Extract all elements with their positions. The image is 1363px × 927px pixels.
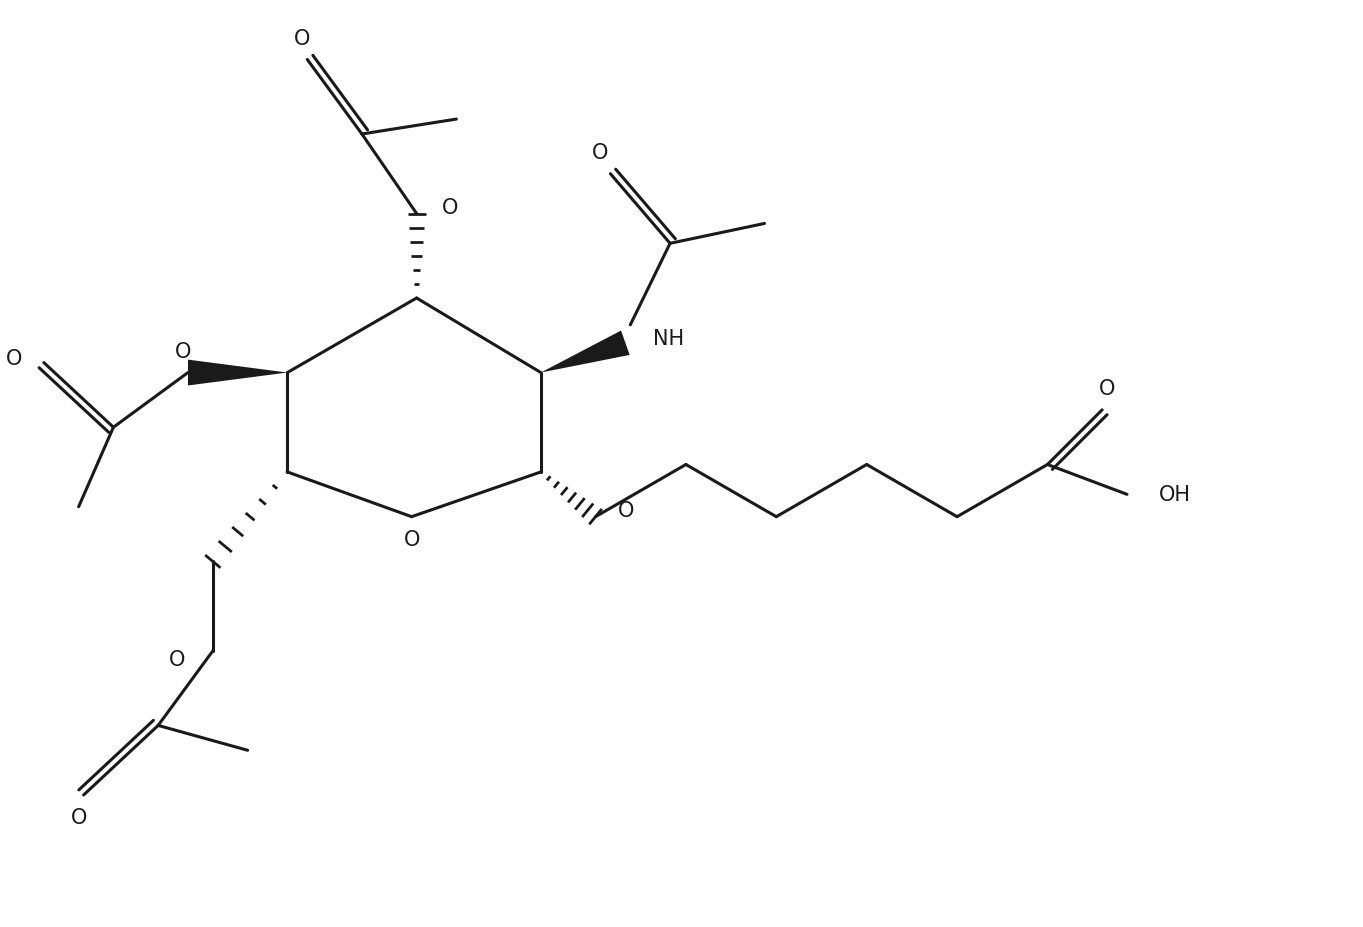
Text: O: O: [169, 649, 185, 669]
Text: O: O: [174, 341, 191, 362]
Text: OH: OH: [1159, 485, 1191, 505]
Text: O: O: [617, 501, 634, 520]
Text: O: O: [593, 143, 609, 163]
Text: NH: NH: [653, 328, 684, 349]
Text: O: O: [403, 529, 420, 549]
Polygon shape: [541, 331, 630, 374]
Polygon shape: [188, 361, 288, 386]
Text: O: O: [442, 197, 458, 217]
Text: O: O: [5, 349, 22, 368]
Text: O: O: [1099, 378, 1115, 399]
Text: O: O: [294, 29, 311, 48]
Text: O: O: [71, 807, 87, 827]
